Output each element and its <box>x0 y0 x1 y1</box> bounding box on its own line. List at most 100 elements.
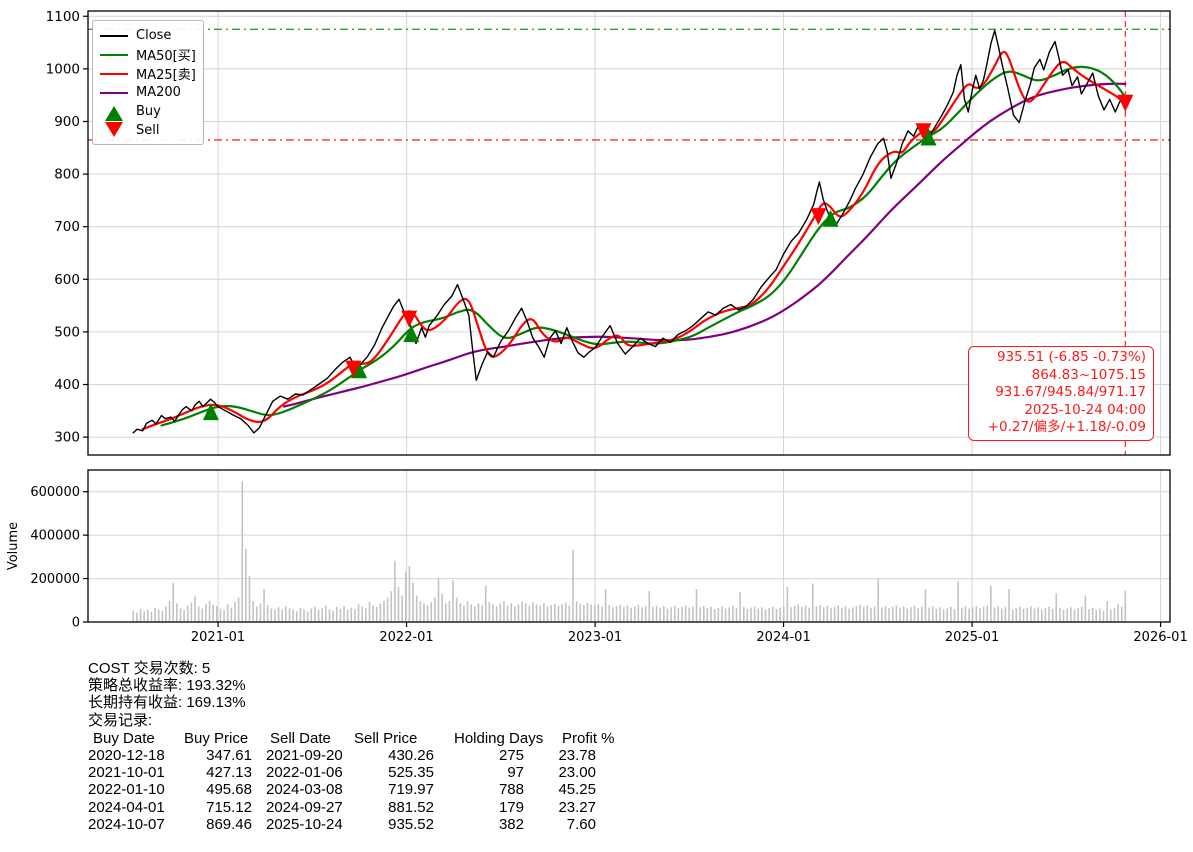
volume-bar <box>604 588 607 622</box>
volume-bar <box>910 607 912 622</box>
cell-profit-pct: 23.00 <box>558 764 596 782</box>
volume-bar <box>830 608 832 622</box>
legend-item-close[interactable]: Close <box>100 26 197 45</box>
volume-bar <box>855 605 858 622</box>
volume-bar <box>866 605 869 622</box>
volume-bar <box>848 608 850 622</box>
volume-bar <box>1040 609 1043 622</box>
volume-bar <box>833 606 836 622</box>
volume-bar <box>1011 609 1014 622</box>
legend-item-buy[interactable]: Buy <box>100 102 197 121</box>
volume-bar <box>285 606 287 622</box>
buy-marker <box>822 209 839 227</box>
trade-count-line: COST 交易次数: 5 <box>88 660 211 677</box>
volume-bar <box>157 609 160 622</box>
volume-bar <box>419 601 422 622</box>
annotation-line-range: 864.83~1075.15 <box>1031 366 1146 383</box>
volume-bar <box>499 603 502 622</box>
price-tick-label: 300 <box>54 430 80 446</box>
volume-bar <box>612 607 614 622</box>
volume-bar <box>139 608 142 622</box>
volume-bar <box>619 604 621 622</box>
volume-bar <box>524 603 527 622</box>
volume-bar <box>851 607 854 622</box>
volume-bar <box>732 605 734 622</box>
volume-bar <box>586 602 589 622</box>
volume-bar <box>495 606 498 622</box>
volume-bar <box>190 602 193 622</box>
trade-row: 2020-12-18 347.61 2021-09-20 430.26 275 23.78 <box>88 747 630 764</box>
col-buy-date: Buy Date <box>93 729 155 747</box>
volume-tick-label: 200000 <box>30 572 80 587</box>
volume-bar <box>608 605 611 622</box>
legend-item-ma50-[interactable]: MA50[买] <box>100 45 197 64</box>
volume-bar <box>779 607 781 622</box>
volume-bar <box>550 605 552 622</box>
cell-sell-price: 430.26 <box>388 747 434 765</box>
volume-bar <box>354 609 356 622</box>
legend-item-sell[interactable]: Sell <box>100 121 197 140</box>
volume-bar <box>216 605 218 622</box>
trade-row: 2024-10-07 869.46 2025-10-24 935.52 382 7.60 <box>88 816 630 833</box>
cell-buy-date: 2021-10-01 <box>88 764 165 782</box>
volume-bar <box>394 560 396 622</box>
volume-bar <box>197 606 200 622</box>
volume-bar <box>517 604 520 622</box>
volume-bar <box>815 606 818 622</box>
legend-label: Sell <box>136 123 160 138</box>
cell-buy-price: 427.13 <box>206 764 252 782</box>
volume-bar <box>212 604 214 622</box>
volume-bar <box>979 608 981 622</box>
cell-buy-date: 2024-10-07 <box>88 815 165 833</box>
volume-bar <box>492 604 494 622</box>
price-tick-label: 400 <box>54 377 80 393</box>
volume-bar <box>1015 608 1018 622</box>
volume-bar <box>924 588 927 622</box>
volume-bar <box>742 606 745 622</box>
legend-item-ma25-[interactable]: MA25[卖] <box>100 64 197 83</box>
volume-bar <box>975 605 978 622</box>
volume-bar <box>532 602 534 622</box>
legend-line-swatch <box>100 91 128 94</box>
volume-bar <box>862 606 865 622</box>
volume-bar <box>681 606 683 622</box>
volume-bar <box>968 608 970 622</box>
legend-line-swatch <box>100 53 128 56</box>
legend-line-swatch <box>100 72 128 75</box>
volume-bar <box>753 606 756 622</box>
volume-bar <box>553 603 556 622</box>
col-sell-date: Sell Date <box>270 729 331 747</box>
volume-bar <box>673 605 676 622</box>
hold-return-line: 长期持有收益: 169.13% <box>88 694 246 712</box>
volume-bar <box>306 611 309 622</box>
legend-item-ma200[interactable]: MA200 <box>100 83 197 102</box>
volume-bar <box>397 586 400 622</box>
x-tick-label: 2023-01 <box>568 630 622 645</box>
volume-bar <box>953 608 956 622</box>
volume-bar <box>1117 603 1119 622</box>
volume-bar <box>623 606 625 622</box>
cell-buy-price: 495.68 <box>206 781 252 799</box>
volume-bar <box>528 605 531 622</box>
volume-bar <box>601 606 603 622</box>
volume-bar <box>997 606 999 622</box>
volume-bar <box>434 597 436 622</box>
close-line <box>132 29 1126 434</box>
volume-bar <box>793 605 796 622</box>
volume-bar <box>706 608 709 622</box>
volume-bar <box>375 607 378 622</box>
volume-bar <box>986 605 989 622</box>
volume-bar <box>971 607 974 622</box>
volume-bar <box>412 582 414 622</box>
sell-marker <box>810 208 827 226</box>
cell-holding-days: 97 <box>507 764 524 782</box>
volume-bar <box>583 605 585 622</box>
volume-bar <box>641 607 643 622</box>
chart-legend[interactable]: Close MA50[买] MA25[卖] MA200 Buy Sell <box>92 20 204 145</box>
volume-bar <box>430 602 433 622</box>
volume-bar <box>484 585 487 622</box>
volume-bar <box>579 603 582 622</box>
volume-bar <box>692 606 694 622</box>
volume-bar <box>481 605 483 622</box>
trade-record-title: 交易记录: <box>88 711 153 729</box>
